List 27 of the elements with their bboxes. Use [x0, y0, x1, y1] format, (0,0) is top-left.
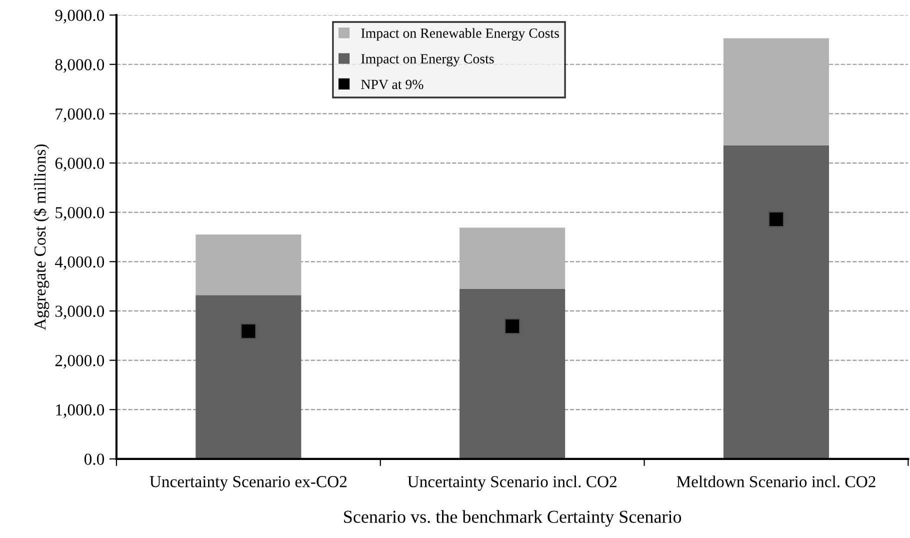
bar — [196, 295, 302, 459]
y-tick-label: 3,000.0 — [55, 306, 104, 320]
bar — [723, 38, 830, 146]
y-tick-label: 7,000.0 — [56, 108, 104, 122]
y-tick-label: 2,000.0 — [55, 354, 104, 369]
x-tick-label: Meltdown Scenario incl. CO2 — [676, 476, 876, 488]
legend-label: NPV at 9% — [361, 80, 424, 90]
y-tick-label: 0.0 — [84, 454, 104, 465]
bar — [723, 145, 830, 459]
y-tick-label: 9,000.0 — [55, 10, 104, 24]
y-tick-label: 4,000.0 — [55, 256, 104, 270]
y-tick-label: 6,000.0 — [55, 158, 104, 172]
y-axis-title: Aggregate Cost ($ millions) — [33, 144, 50, 330]
bar — [460, 228, 566, 289]
x-tick-label: Uncertainty Scenario ex-CO2 — [150, 476, 347, 491]
point — [768, 211, 784, 228]
bar — [460, 288, 566, 459]
legend-label: Impact on Renewable Energy Costs — [361, 28, 559, 41]
legend-label: Impact on Energy Costs — [361, 54, 494, 66]
bar — [196, 234, 302, 296]
x-tick-label: Uncertainty Scenario incl. CO2 — [408, 476, 616, 491]
point — [240, 323, 256, 340]
y-tick-label: 5,000.0 — [56, 207, 104, 221]
y-tick-label: 8,000.0 — [55, 59, 104, 73]
point — [504, 318, 520, 334]
y-tick-label: 1,000.0 — [56, 404, 104, 418]
x-axis-title: Scenario vs. the benchmark Certainty Scenario — [344, 510, 682, 527]
